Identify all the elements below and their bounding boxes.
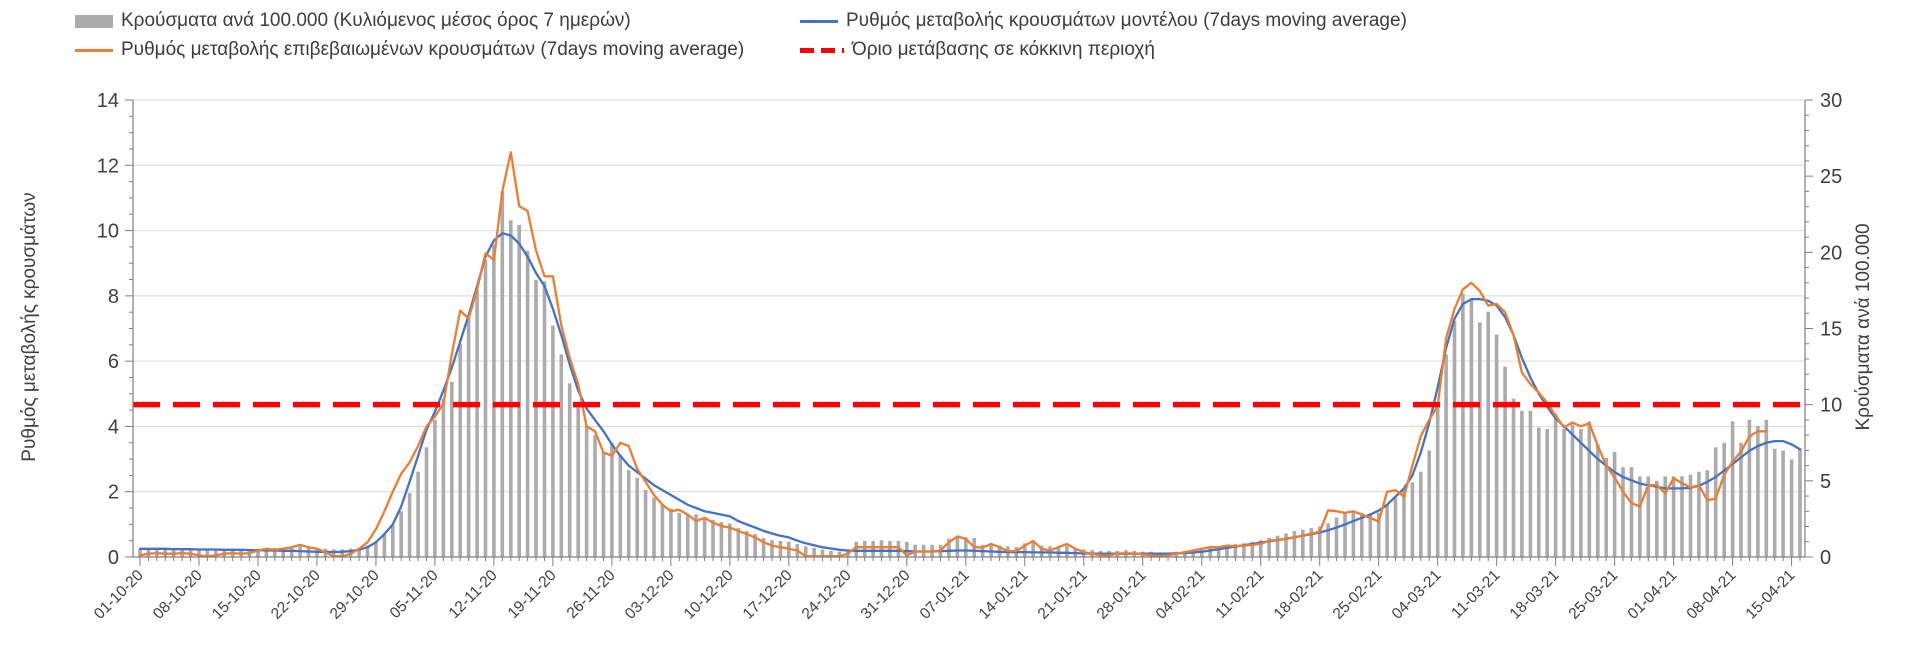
svg-text:6: 6 [108, 351, 119, 373]
gridlines [133, 99, 1805, 493]
svg-text:12: 12 [97, 155, 119, 177]
bars-cases-per-100k [138, 191, 1802, 558]
svg-text:26-11-20: 26-11-20 [564, 567, 619, 622]
legend-label: Κρούσματα ανά 100.000 (Κυλιόμενος μέσος … [121, 10, 631, 31]
svg-text:22-10-20: 22-10-20 [268, 567, 324, 623]
svg-text:05-11-20: 05-11-20 [387, 567, 442, 622]
svg-text:29-10-20: 29-10-20 [327, 567, 383, 623]
svg-text:03-12-20: 03-12-20 [622, 567, 678, 623]
svg-text:10-12-20: 10-12-20 [681, 567, 737, 623]
legend-item-model-rate: Ρυθμός μεταβολής κρουσμάτων μοντέλου (7d… [800, 8, 1407, 34]
svg-text:11-02-21: 11-02-21 [1212, 567, 1267, 622]
orange-line-icon [75, 48, 113, 52]
svg-text:15-10-20: 15-10-20 [209, 567, 265, 623]
svg-text:15: 15 [1820, 319, 1842, 341]
svg-text:4: 4 [108, 416, 119, 438]
legend-label: Όριο μετάβασης σε κόκκινη περιοχή [852, 39, 1155, 60]
axis-ticks [125, 99, 1813, 566]
svg-text:2: 2 [108, 482, 119, 504]
legend-item-cases-bars: Κρούσματα ανά 100.000 (Κυλιόμενος μέσος … [75, 8, 631, 34]
bar-swatch-icon [75, 14, 113, 28]
svg-text:07-01-21: 07-01-21 [917, 567, 973, 623]
svg-text:19-11-20: 19-11-20 [505, 567, 560, 622]
svg-text:04-03-21: 04-03-21 [1389, 567, 1445, 623]
blue-line-icon [800, 19, 838, 23]
svg-text:24-12-20: 24-12-20 [799, 567, 855, 623]
svg-text:25-02-21: 25-02-21 [1330, 567, 1386, 623]
svg-text:25-03-21: 25-03-21 [1566, 567, 1622, 623]
svg-text:17-12-20: 17-12-20 [740, 567, 796, 623]
x-axis-date-labels: 01-10-20 08-10-20 15-10-20 22-10-20 29-10-20… [91, 567, 1798, 623]
model-rate-line [138, 232, 1802, 555]
svg-text:21-01-21: 21-01-21 [1035, 567, 1091, 623]
svg-text:08-10-20: 08-10-20 [150, 567, 206, 623]
svg-text:01-04-21: 01-04-21 [1625, 567, 1681, 623]
svg-text:0: 0 [108, 547, 119, 569]
y-axis-left-title: Ρυθμός μεταβολής κρουσμάτων [19, 192, 40, 462]
svg-text:30: 30 [1820, 90, 1842, 112]
svg-text:18-02-21: 18-02-21 [1271, 567, 1327, 623]
svg-text:08-04-21: 08-04-21 [1684, 567, 1740, 623]
svg-text:10: 10 [1820, 395, 1842, 417]
legend-label: Ρυθμός μεταβολής επιβεβαιωμένων κρουσμάτ… [121, 39, 745, 60]
svg-text:15-04-21: 15-04-21 [1743, 567, 1799, 623]
svg-text:25: 25 [1820, 166, 1842, 188]
svg-text:04-02-21: 04-02-21 [1153, 567, 1209, 623]
svg-text:0: 0 [1820, 547, 1831, 569]
svg-text:8: 8 [108, 286, 119, 308]
svg-text:14: 14 [97, 90, 119, 112]
legend-item-red-threshold: Όριο μετάβασης σε κόκκινη περιοχή [800, 37, 1155, 63]
y-axis-right-tick-labels: 0 5 10 15 20 25 30 [1820, 90, 1842, 569]
svg-text:20: 20 [1820, 242, 1842, 264]
svg-text:01-10-20: 01-10-20 [91, 567, 147, 623]
legend-item-confirmed-rate: Ρυθμός μεταβολής επιβεβαιωμένων κρουσμάτ… [75, 37, 744, 63]
svg-text:12-11-20: 12-11-20 [446, 567, 501, 622]
confirmed-rate-line [138, 151, 1768, 558]
legend-label: Ρυθμός μεταβολής κρουσμάτων μοντέλου (7d… [846, 10, 1407, 31]
svg-text:18-03-21: 18-03-21 [1507, 567, 1563, 623]
svg-text:11-03-21: 11-03-21 [1448, 567, 1503, 622]
y-axis-left-tick-labels: 0 2 4 6 8 10 12 14 [97, 90, 119, 569]
red-dash-icon [800, 47, 844, 53]
y-axis-right-title: Κρούσματα ανά 100.000 [1853, 223, 1874, 431]
svg-text:5: 5 [1820, 471, 1831, 493]
svg-text:28-01-21: 28-01-21 [1094, 567, 1150, 623]
svg-text:31-12-20: 31-12-20 [858, 567, 914, 623]
svg-text:14-01-21: 14-01-21 [976, 567, 1032, 623]
svg-text:10: 10 [97, 221, 119, 243]
